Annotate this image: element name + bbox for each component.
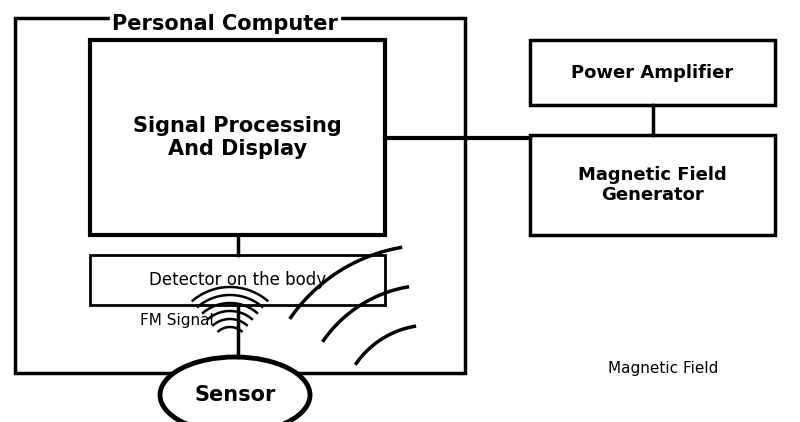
Text: Signal Processing
And Display: Signal Processing And Display	[133, 116, 342, 159]
Bar	[530, 135, 775, 235]
Text: Sensor: Sensor	[194, 385, 276, 405]
Bar	[15, 18, 465, 373]
Bar	[90, 40, 385, 235]
Bar	[90, 255, 385, 305]
Text: Detector on the body: Detector on the body	[149, 271, 326, 289]
Text: Personal Computer: Personal Computer	[112, 14, 338, 34]
Bar	[530, 40, 775, 105]
Text: FM Signal: FM Signal	[140, 313, 214, 327]
Text: Magnetic Field: Magnetic Field	[608, 360, 718, 376]
Text: Power Amplifier: Power Amplifier	[571, 63, 734, 81]
Ellipse shape	[160, 357, 310, 422]
Text: Magnetic Field
Generator: Magnetic Field Generator	[578, 165, 727, 204]
